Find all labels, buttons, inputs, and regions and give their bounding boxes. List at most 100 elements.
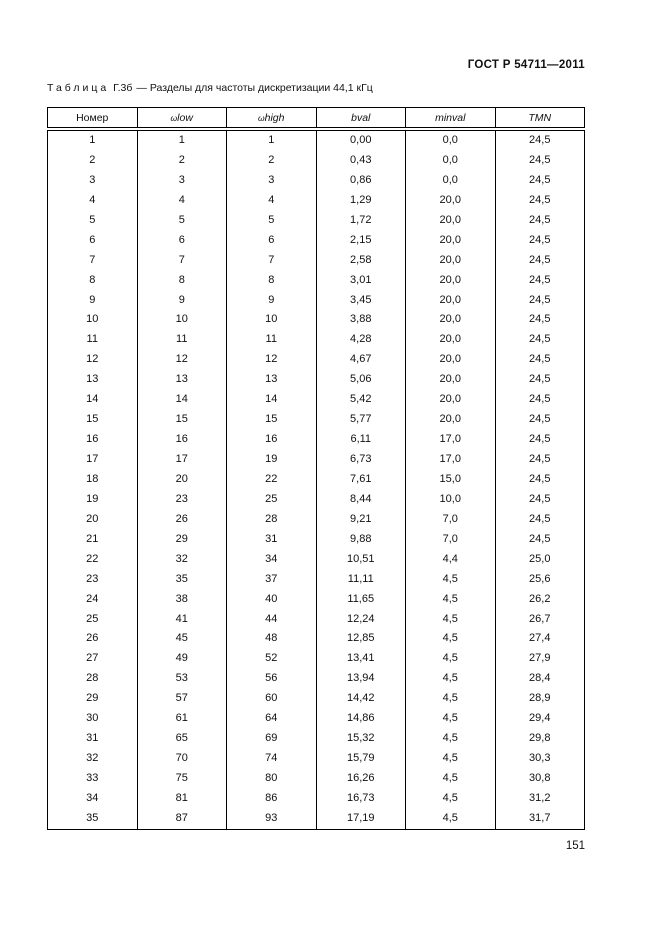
table-cell: 24,5 — [494, 310, 585, 331]
table-cell: 3,01 — [315, 270, 406, 291]
table-cell: 8 — [136, 270, 227, 291]
table-cell: 10 — [47, 310, 138, 331]
table-row: 32 70 74 15,79 4,5 30,3 — [47, 749, 585, 769]
table-cell: 20 — [47, 509, 138, 530]
table-cell: 3 — [136, 170, 227, 191]
table-cell: 24,5 — [494, 509, 585, 530]
table-row: 7 7 7 2,58 20,0 24,5 — [47, 250, 585, 271]
table-caption-id: Г.3б — [113, 82, 133, 94]
table-cell: 24,5 — [494, 290, 585, 311]
table-cell: 10,51 — [315, 549, 406, 570]
table-cell: 9 — [136, 290, 227, 311]
table-cell: 41 — [136, 609, 227, 630]
table-row: 23 35 37 11,11 4,5 25,6 — [47, 569, 585, 590]
table-row: 13 13 13 5,06 20,0 24,5 — [47, 370, 585, 391]
table-cell: 16 — [136, 430, 227, 450]
column-header-bval: bval — [315, 107, 406, 131]
table-cell: 25 — [226, 489, 317, 510]
table-cell: 19 — [47, 489, 138, 510]
table-cell: 3 — [47, 170, 138, 191]
table-cell: 4,5 — [405, 649, 496, 670]
table-cell: 40 — [226, 589, 317, 610]
table-cell: 12 — [226, 350, 317, 371]
table-row: 33 75 80 16,26 4,5 30,8 — [47, 769, 585, 789]
table-row: 31 65 69 15,32 4,5 29,8 — [47, 729, 585, 750]
table-cell: 20,0 — [405, 210, 496, 231]
table-cell: 10,0 — [405, 489, 496, 510]
table-cell: 17 — [136, 450, 227, 470]
table-row: 15 15 15 5,77 20,0 24,5 — [47, 410, 585, 431]
table-cell: 3 — [226, 170, 317, 191]
table-cell: 5,77 — [315, 410, 406, 431]
table-cell: 70 — [136, 749, 227, 769]
table-cell: 30,8 — [494, 769, 585, 789]
table-cell: 26,7 — [494, 609, 585, 630]
table-cell: 21 — [47, 529, 138, 550]
column-header-tmn: TMN — [494, 107, 585, 131]
table-cell: 64 — [226, 709, 317, 730]
table-cell: 17,19 — [315, 808, 406, 830]
table-cell: 24,5 — [494, 350, 585, 371]
column-header-ωlow: ωlow — [136, 107, 227, 131]
table-cell: 20 — [136, 469, 227, 490]
table-cell: 87 — [136, 808, 227, 830]
table-cell: 37 — [226, 569, 317, 590]
table-cell: 6,73 — [315, 450, 406, 470]
table-cell: 13 — [136, 370, 227, 391]
table-cell: 27 — [47, 649, 138, 670]
table-cell: 4,5 — [405, 808, 496, 830]
table-cell: 1,29 — [315, 190, 406, 211]
table-cell: 24,5 — [494, 250, 585, 271]
table-cell: 24,5 — [494, 190, 585, 211]
table-cell: 4,5 — [405, 729, 496, 750]
table-row: 28 53 56 13,94 4,5 28,4 — [47, 669, 585, 690]
standard-designation: ГОСТ Р 54711—2011 — [467, 59, 585, 71]
table-cell: 15 — [47, 410, 138, 431]
table-cell: 80 — [226, 769, 317, 789]
table-row: 35 87 93 17,19 4,5 31,7 — [47, 808, 585, 830]
table-cell: 1 — [226, 129, 317, 151]
table-cell: 33 — [47, 769, 138, 789]
table-caption-word: Таблица — [47, 82, 110, 94]
table-cell: 2 — [136, 150, 227, 171]
table-row: 4 4 4 1,29 20,0 24,5 — [47, 190, 585, 211]
table-cell: 11 — [226, 330, 317, 351]
table-cell: 12,24 — [315, 609, 406, 630]
table-cell: 11,65 — [315, 589, 406, 610]
table-cell: 27,9 — [494, 649, 585, 670]
table-row: 29 57 60 14,42 4,5 28,9 — [47, 689, 585, 710]
table-cell: 24,5 — [494, 529, 585, 550]
table-cell: 24,5 — [494, 469, 585, 490]
table-cell: 34 — [47, 788, 138, 809]
table-cell: 20,0 — [405, 410, 496, 431]
table-cell: 0,00 — [315, 129, 406, 151]
table-cell: 35 — [47, 808, 138, 830]
table-cell: 12,85 — [315, 629, 406, 650]
table-cell: 5,42 — [315, 390, 406, 411]
table-cell: 15 — [136, 410, 227, 431]
table-cell: 15 — [226, 410, 317, 431]
table-cell: 16,73 — [315, 788, 406, 809]
table-cell: 5,06 — [315, 370, 406, 391]
table-cell: 93 — [226, 808, 317, 830]
table-cell: 15,79 — [315, 749, 406, 769]
table-cell: 16 — [226, 430, 317, 450]
table-cell: 9 — [226, 290, 317, 311]
table-cell: 60 — [226, 689, 317, 710]
table-cell: 24,5 — [494, 410, 585, 431]
table-cell: 0,43 — [315, 150, 406, 171]
data-table: Номер ωlow ωhigh bval minval TMN 1 1 1 0,00 0,0 24… — [47, 107, 585, 830]
header-row: Номер ωlow ωhigh bval minval TMN — [47, 107, 585, 131]
table-cell: 31 — [47, 729, 138, 750]
table-cell: 24,5 — [494, 270, 585, 291]
table-cell: 19 — [226, 450, 317, 470]
table-cell: 20,0 — [405, 350, 496, 371]
table-cell: 20,0 — [405, 310, 496, 331]
table-cell: 4,28 — [315, 330, 406, 351]
table-cell: 15,32 — [315, 729, 406, 750]
table-row: 30 61 64 14,86 4,5 29,4 — [47, 709, 585, 730]
table-cell: 7,0 — [405, 509, 496, 530]
table-cell: 25,0 — [494, 549, 585, 570]
table-cell: 86 — [226, 788, 317, 809]
